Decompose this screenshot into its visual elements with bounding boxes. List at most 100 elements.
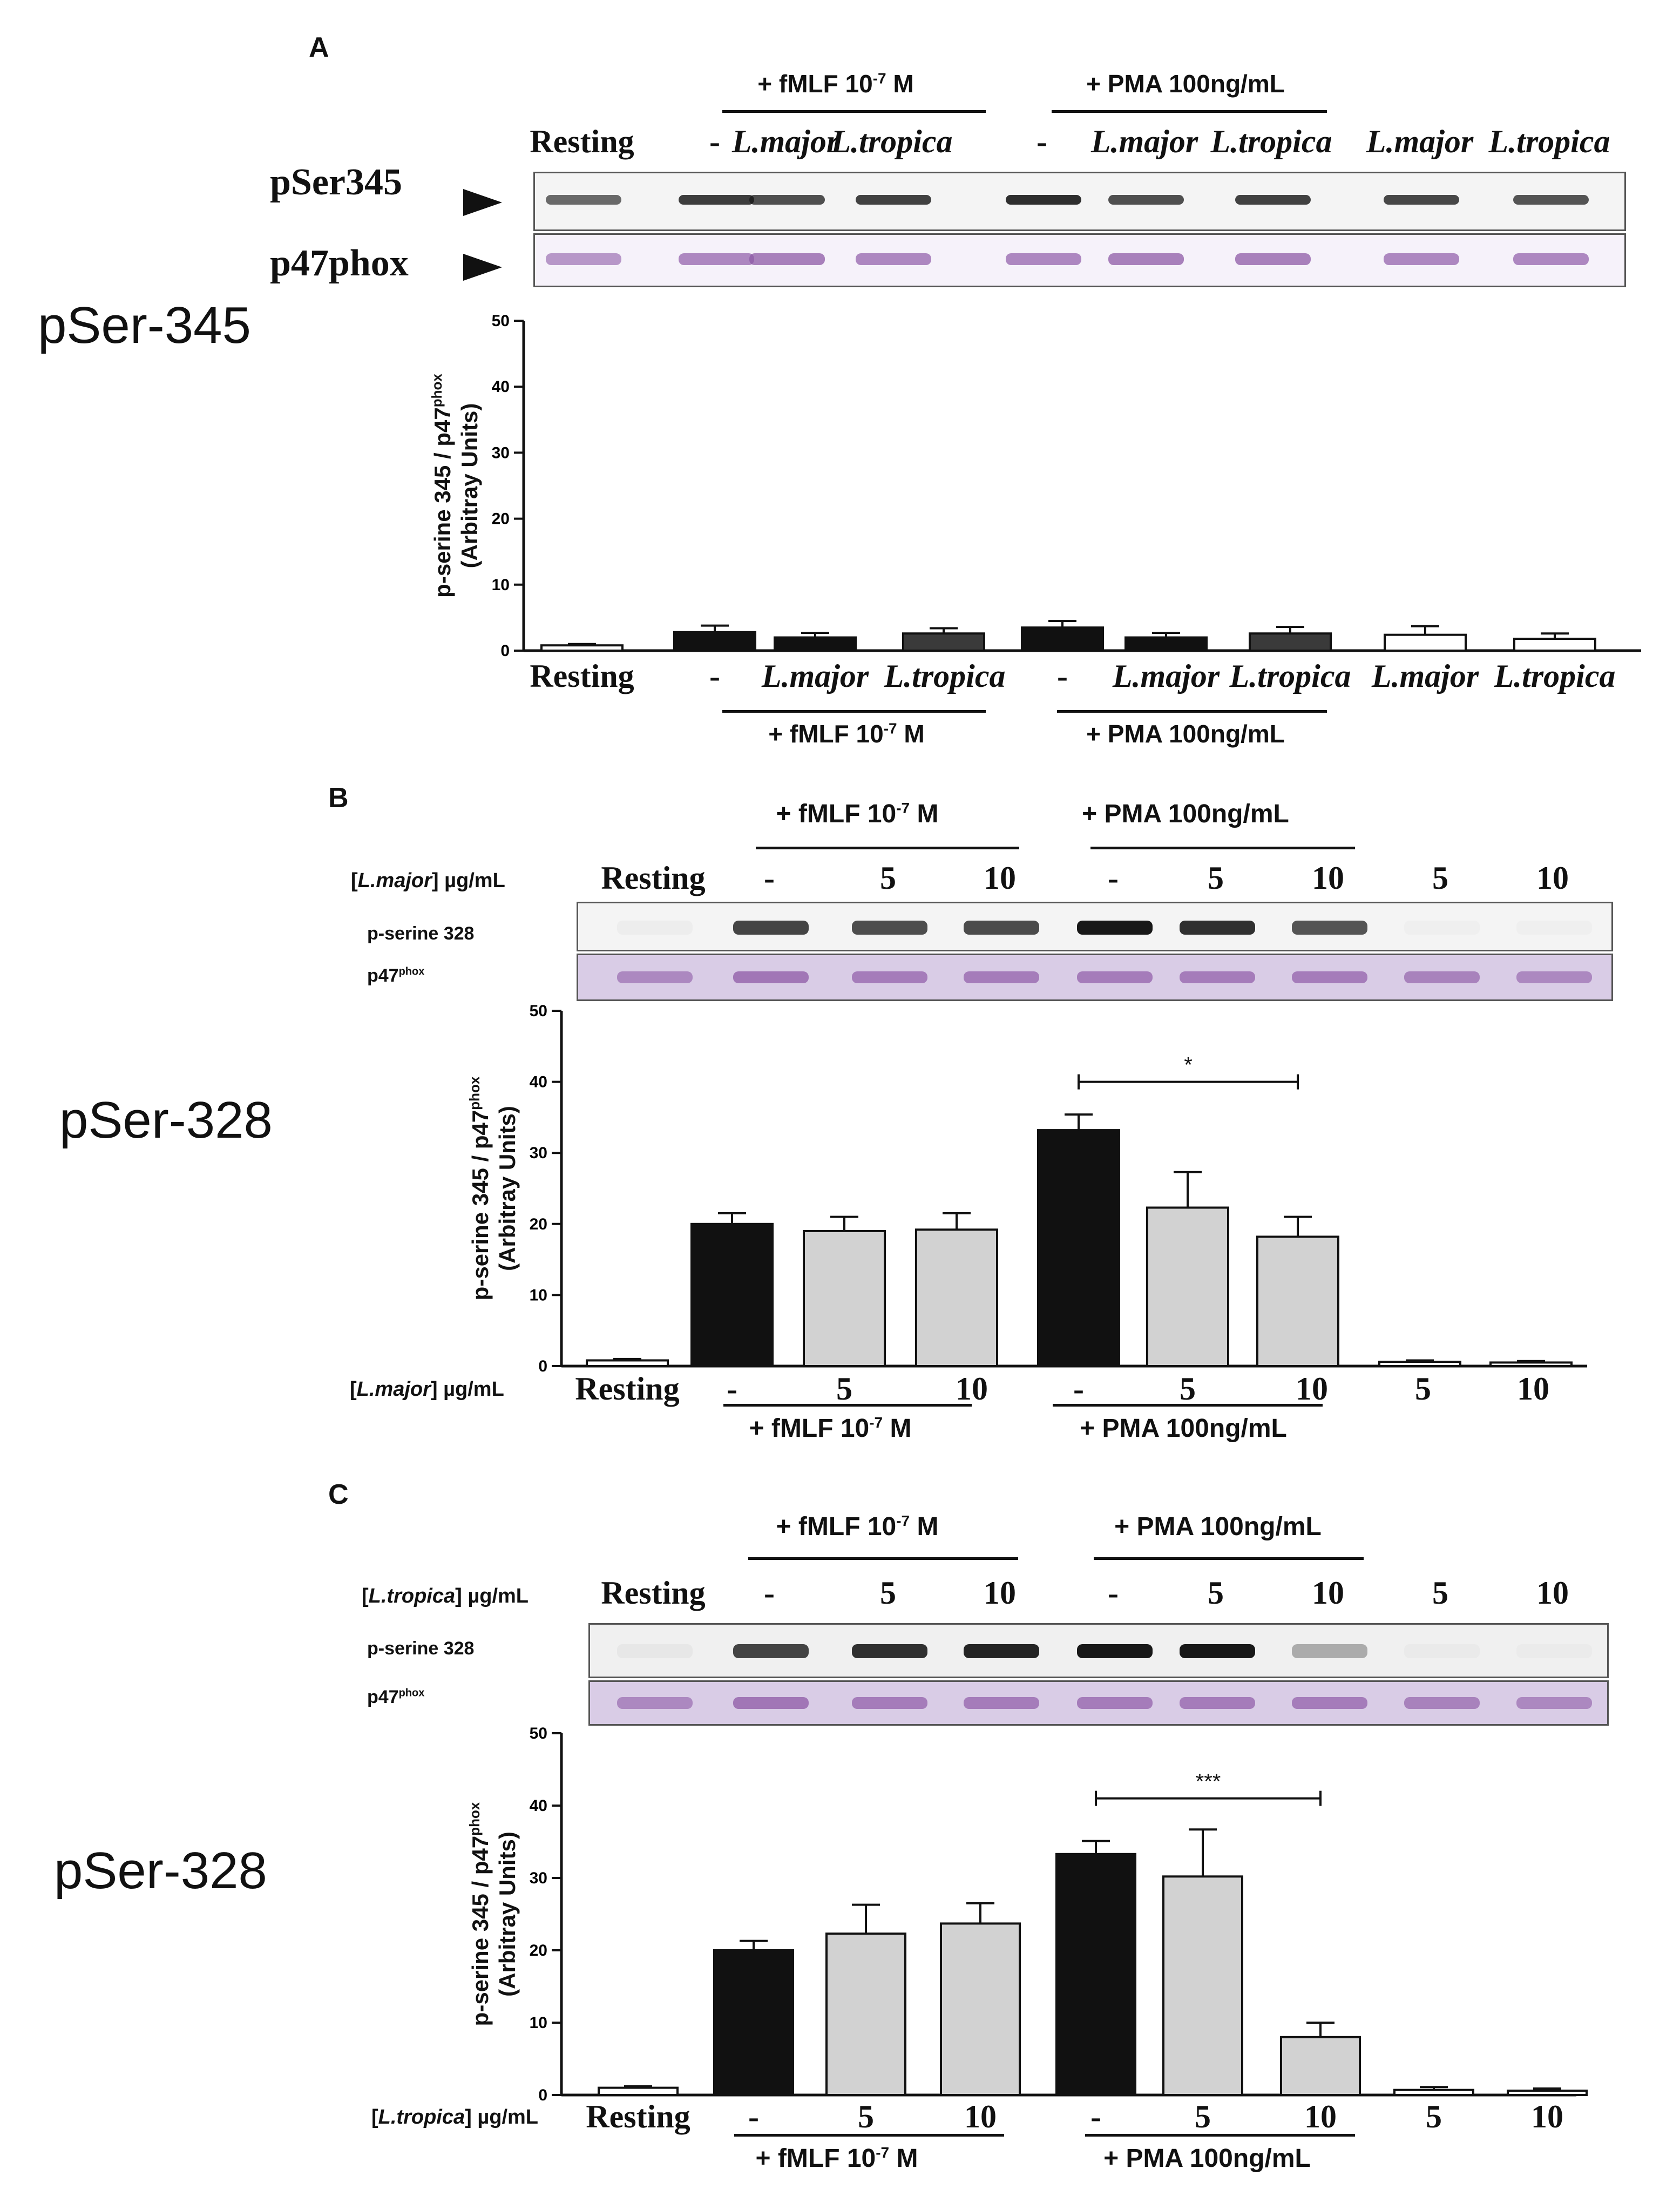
group-label-fmlf-bottom: + fMLF 10-7 M [749, 1414, 912, 1443]
group-line-pma [1090, 847, 1355, 849]
lane-label: - [1037, 124, 1047, 159]
blot-band [1180, 971, 1255, 983]
group-line-fmlf-bottom [734, 2134, 1004, 2137]
group-line-fmlf-bottom [723, 1404, 972, 1407]
group-label-fmlf: + fMLF 10-7 M [776, 800, 939, 828]
group-label-pma: + PMA 100ng/mL [1082, 800, 1289, 828]
lane-label: 10 [956, 1371, 988, 1407]
lane-label: L.major [731, 124, 839, 159]
y-axis-title: p-serine 345 / p47phox(Arbitray Units) [466, 1802, 520, 2026]
y-tick-label: 10 [530, 1286, 547, 1304]
blot-p47phox-c [588, 1680, 1609, 1726]
lane-label: 10 [1304, 2099, 1337, 2134]
blot-band [679, 253, 754, 265]
svg-text:p-serine 345 / p47phox: p-serine 345 / p47phox [466, 1076, 493, 1300]
lane-label: 5 [1208, 860, 1224, 896]
y-tick-label: 0 [500, 642, 510, 660]
lane-label: - [1108, 860, 1119, 896]
blot-band [852, 921, 927, 935]
conc-label-lmajor-bottom: [L.major] µg/mL [350, 1378, 504, 1401]
blot-pserine328-c [588, 1623, 1609, 1678]
bar [803, 1229, 886, 1367]
bar [915, 1228, 998, 1367]
lane-label: 10 [1536, 1575, 1569, 1611]
lane-label: L.tropica [1494, 658, 1616, 694]
y-tick-label: 40 [530, 1797, 547, 1815]
lane-label: - [727, 1371, 737, 1407]
blot-band [1108, 253, 1184, 265]
group-line-fmlf [748, 1557, 1018, 1560]
bar [1507, 2089, 1588, 2097]
y-tick-label: 50 [492, 312, 510, 330]
conc-label-ltropica-bottom: [L.tropica] µg/mL [371, 2106, 539, 2128]
group-label-fmlf: + fMLF 10-7 M [776, 1512, 939, 1541]
blot-band [733, 1644, 809, 1658]
blot-band [1077, 1644, 1153, 1658]
blot-band [1292, 921, 1367, 935]
group-line-pma-bottom [1085, 2134, 1355, 2137]
lane-label: - [1073, 1371, 1084, 1407]
lane-label: 10 [984, 860, 1016, 896]
blot-label-p47phox: p47phox [367, 965, 425, 986]
blot-band [1292, 1697, 1367, 1709]
blot-band [546, 195, 621, 205]
blot-band [546, 253, 621, 265]
blot-band [1516, 971, 1592, 983]
y-tick-label: 40 [492, 378, 510, 396]
blot-band [852, 971, 927, 983]
lane-label: Resting [586, 2099, 690, 2134]
blot-band [856, 195, 931, 205]
lane-label: - [764, 860, 775, 896]
blot-band [964, 1697, 1039, 1709]
group-line-pma-bottom [1053, 1404, 1323, 1407]
side-label-pser328: pSer-328 [54, 1842, 267, 1900]
bar [586, 1359, 669, 1367]
blot-band [1513, 195, 1589, 205]
svg-text:(Arbitray Units): (Arbitray Units) [457, 403, 482, 569]
lane-label: 10 [1312, 1575, 1344, 1611]
lane-label: 10 [1312, 860, 1344, 896]
lane-label: L.major [1366, 124, 1474, 159]
blot-band [1006, 195, 1081, 205]
lane-label: L.major [761, 658, 869, 694]
y-tick-label: 20 [530, 1215, 547, 1233]
blot-label-p47phox: p47phox [270, 242, 409, 284]
blot-band [1384, 253, 1459, 265]
lane-label: L.major [1371, 658, 1479, 694]
lane-label: 5 [1432, 1575, 1448, 1611]
blot-band [1404, 1644, 1480, 1658]
blot-label-pser345: pSer345 [270, 161, 402, 203]
blot-p47phox-b [577, 954, 1613, 1001]
blot-band [852, 1697, 927, 1709]
lane-label: 5 [1426, 2099, 1442, 2134]
y-axis-title: p-serine 345 / p47phox(Arbitray Units) [429, 374, 482, 598]
blot-band [749, 195, 825, 205]
bar [1037, 1129, 1120, 1367]
blot-band [856, 253, 931, 265]
blot-band [1180, 1697, 1255, 1709]
blot-band [1384, 195, 1459, 205]
panel-letter-b: B [328, 782, 349, 814]
blot-band [1180, 1644, 1255, 1658]
bar [774, 636, 857, 652]
blot-band [679, 195, 754, 205]
bar [1378, 1361, 1461, 1368]
blot-band [1292, 1644, 1367, 1658]
y-tick-label: 20 [492, 510, 510, 528]
conc-label-lmajor: [L.major] µg/mL [351, 869, 505, 892]
bar-chart-c: 0 10 20 30 40 50 p-serine 345 / p47phox(Arbitr… [466, 1725, 1588, 2104]
bar [1162, 1875, 1243, 2096]
lane-label: 5 [880, 1575, 896, 1611]
blot-band [1516, 1697, 1592, 1709]
lane-label: L.tropica [1488, 124, 1610, 159]
lane-label: Resting [601, 1575, 706, 1611]
blot-band [1077, 921, 1153, 935]
lane-label: L.tropica [1229, 658, 1351, 694]
blot-p47phox-a [533, 233, 1626, 287]
y-tick-label: 20 [530, 1942, 547, 1959]
group-label-fmlf-bottom: + fMLF 10-7 M [768, 720, 925, 748]
lane-label: - [748, 2099, 759, 2134]
blot-band [1516, 1644, 1592, 1658]
bar [1280, 2036, 1361, 2096]
y-tick-label: 0 [538, 1357, 547, 1375]
